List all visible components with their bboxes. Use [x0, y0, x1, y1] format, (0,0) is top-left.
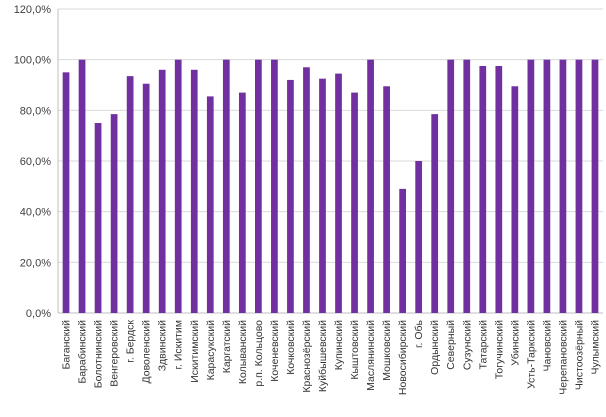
x-tick-label: Здвинский	[157, 320, 169, 371]
y-tick-label: 0,0%	[26, 308, 51, 320]
x-tick-label: Убинский	[509, 320, 521, 366]
x-tick-label: г. Искитим	[173, 320, 185, 370]
bar	[142, 83, 150, 313]
x-tick-label: Болотнинский	[93, 320, 105, 388]
bar	[495, 66, 503, 313]
x-tick-label: Сузунский	[461, 320, 473, 370]
y-tick-label: 20,0%	[20, 257, 51, 269]
bar	[335, 73, 342, 313]
bar	[174, 59, 182, 313]
bar	[351, 92, 358, 313]
y-axis: 0,0% 20,0% 40,0% 60,0% 80,0% 100,0% 120,0%	[14, 4, 59, 320]
bar	[255, 59, 262, 313]
x-tick-label: Каргатский	[221, 320, 233, 373]
bar	[447, 59, 455, 313]
bar	[190, 69, 198, 313]
x-tick-label: Ордынский	[429, 320, 441, 375]
gridlines	[58, 8, 603, 314]
bar	[287, 79, 294, 313]
bar	[238, 92, 246, 313]
bar	[399, 188, 406, 313]
x-tick-label: Куйбышевский	[317, 320, 329, 392]
bar	[94, 123, 102, 313]
x-tick-label: Колыванский	[237, 320, 249, 384]
x-tick-label: Северный	[445, 320, 457, 370]
y-tick-label: 60,0%	[20, 156, 51, 168]
bar	[559, 59, 567, 313]
bar	[222, 59, 230, 313]
x-tick-label: г. Обь	[413, 319, 425, 348]
x-tick-label: Новосибирский	[397, 320, 409, 395]
x-tick-label: Мошковский	[381, 320, 393, 381]
bar	[431, 114, 439, 313]
bar	[78, 59, 86, 313]
x-axis: Баганский Барабинский Болотнинский Венгеров…	[61, 319, 602, 395]
x-tick-label: Маслянинский	[365, 320, 377, 391]
x-tick-label: Чистоозёрный	[573, 320, 585, 390]
bar	[463, 59, 471, 313]
bar	[271, 59, 278, 313]
bar	[158, 69, 166, 313]
bar	[126, 76, 134, 313]
x-tick-label: Тогучинский	[493, 320, 505, 379]
x-tick-label: Искитимский	[189, 320, 201, 383]
y-tick-label: 40,0%	[20, 207, 51, 219]
x-tick-label: Краснозёрский	[301, 320, 313, 393]
x-tick-label: Карасукский	[205, 320, 217, 381]
x-tick-label: г. Бердск	[125, 320, 137, 363]
bar	[110, 114, 118, 313]
x-tick-label: Кочковский	[285, 320, 297, 375]
bar	[543, 59, 551, 313]
x-tick-label: Черепановский	[557, 320, 569, 395]
x-tick-label: Чановский	[541, 320, 553, 372]
bars	[62, 59, 599, 314]
x-tick-label: Коченевский	[269, 320, 281, 382]
bar	[479, 66, 487, 313]
bar	[62, 72, 70, 313]
x-tick-label: р.п. Кольцово	[253, 320, 265, 387]
x-tick-label: Доволенский	[141, 320, 153, 384]
bar	[527, 59, 535, 313]
bar	[511, 86, 519, 314]
bar	[575, 59, 583, 313]
y-tick-label: 100,0%	[14, 55, 52, 67]
bar	[319, 78, 326, 314]
bar	[591, 59, 599, 313]
x-tick-label: Купинский	[333, 320, 345, 370]
y-tick-label: 120,0%	[14, 4, 52, 16]
x-tick-label: Баганский	[61, 320, 73, 370]
bar	[415, 161, 423, 313]
x-tick-label: Кыштовский	[349, 320, 361, 380]
bar	[383, 86, 390, 314]
bar	[303, 67, 310, 314]
bar	[367, 59, 374, 313]
x-tick-label: Барабинский	[77, 320, 89, 384]
x-tick-label: Чулымский	[589, 320, 601, 375]
bar	[206, 96, 214, 314]
y-tick-label: 80,0%	[20, 105, 51, 117]
x-tick-label: Усть-Таркский	[525, 320, 537, 389]
x-tick-label: Венгеровский	[109, 320, 121, 387]
x-tick-label: Татарский	[477, 320, 489, 370]
